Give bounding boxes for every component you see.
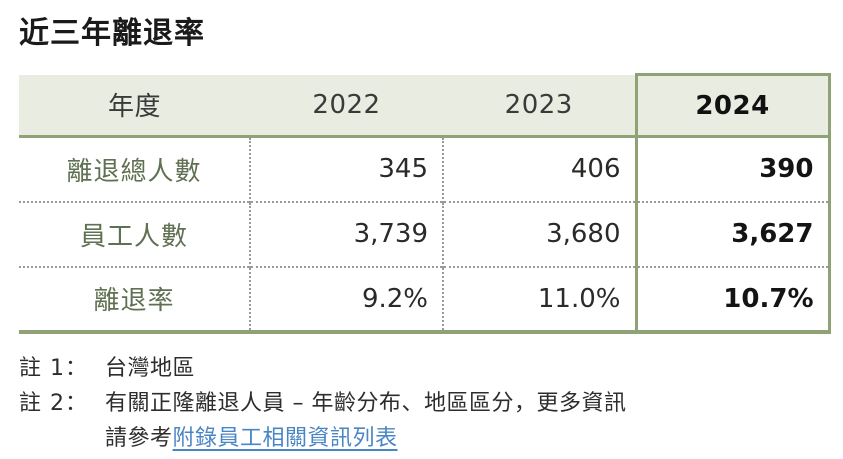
footnote-1-text: 台灣地區: [105, 355, 196, 381]
header-2022: 2022: [250, 74, 443, 138]
footnote-1: 註 1： 台灣地區: [19, 351, 829, 386]
header-2024-highlighted: 2024: [634, 73, 831, 138]
value-cell: 345: [250, 136, 444, 202]
footnote-2-text: 有關正隆離退人員 – 年齡分布、地區區分，更多資訊 請參考附錄員工相關資訊列表: [105, 386, 829, 456]
row-label-turnover-rate: 離退率: [19, 265, 251, 334]
table-row: 離退總人數 345 406 390: [19, 136, 831, 202]
table-row: 員工人數 3,739 3,680 3,627: [19, 200, 831, 267]
value-cell-highlighted: 3,627: [634, 200, 831, 267]
appendix-employee-info-link[interactable]: 附錄員工相關資訊列表: [172, 425, 398, 451]
value-cell-highlighted: 390: [634, 136, 831, 202]
footnote-2-line2-prefix: 請參考: [105, 425, 173, 451]
value-cell: 9.2%: [250, 265, 444, 334]
page-title: 近三年離退率: [19, 16, 205, 51]
header-year-label: 年度: [19, 74, 250, 138]
value-cell: 406: [443, 136, 636, 202]
footnote-1-label: 註 1：: [19, 355, 88, 381]
header-2023: 2023: [443, 74, 636, 138]
footnote-2: 註 2： 有關正隆離退人員 – 年齡分布、地區區分，更多資訊 請參考附錄員工相關…: [19, 386, 829, 456]
turnover-rate-table: 年度 2022 2023 2024 離退總人數 345 406 390 員工人數…: [19, 73, 831, 334]
footnote-2-label: 註 2：: [19, 390, 88, 416]
footnotes: 註 1： 台灣地區 註 2： 有關正隆離退人員 – 年齡分布、地區區分，更多資訊…: [19, 351, 829, 456]
row-label-total-leavers: 離退總人數: [19, 136, 251, 202]
value-cell: 3,739: [250, 200, 444, 267]
table-row: 離退率 9.2% 11.0% 10.7%: [19, 265, 831, 334]
value-cell: 11.0%: [443, 265, 636, 334]
value-cell-highlighted: 10.7%: [634, 265, 831, 334]
value-cell: 3,680: [443, 200, 636, 267]
footnote-2-line2: 請參考附錄員工相關資訊列表: [105, 421, 829, 456]
row-label-employee-count: 員工人數: [19, 200, 251, 267]
table-header-row: 年度 2022 2023 2024: [19, 73, 831, 138]
footnote-2-line1: 有關正隆離退人員 – 年齡分布、地區區分，更多資訊: [105, 390, 627, 416]
